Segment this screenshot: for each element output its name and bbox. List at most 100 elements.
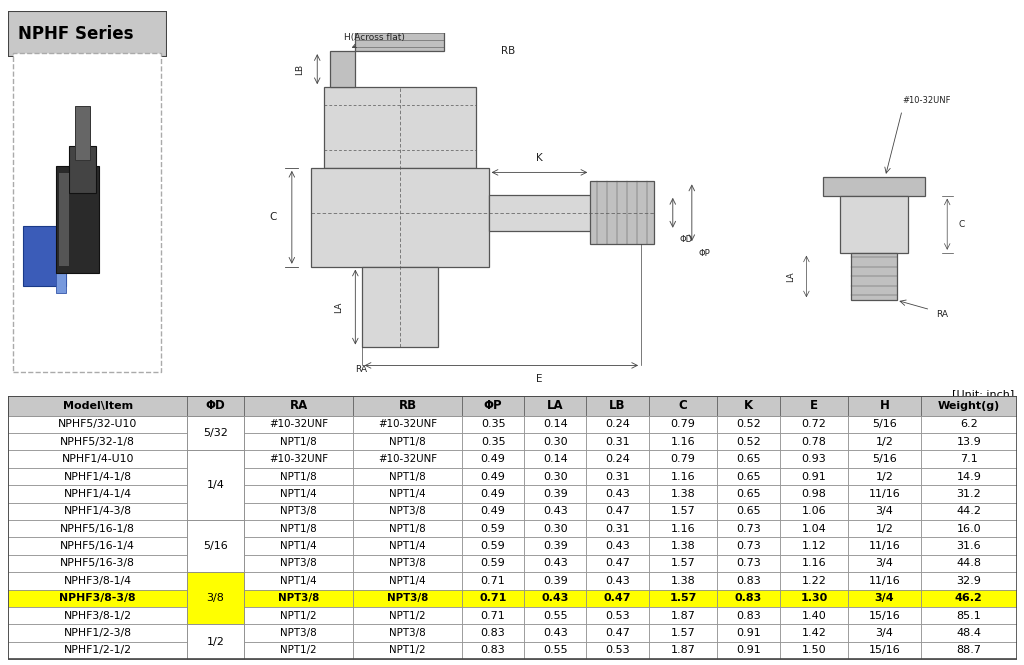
Bar (361, 267, 438, 347)
Text: 0.53: 0.53 (605, 645, 630, 656)
Bar (462, 590, 524, 607)
Text: 0.39: 0.39 (543, 576, 567, 586)
Bar (353, 485, 462, 503)
Bar (848, 537, 921, 555)
Bar (587, 590, 648, 607)
Bar (718, 537, 779, 555)
Bar (244, 607, 353, 624)
Text: 0.65: 0.65 (736, 489, 761, 499)
Text: C: C (269, 212, 276, 222)
Text: 6.2: 6.2 (959, 420, 978, 430)
Text: 0.30: 0.30 (543, 471, 567, 481)
Bar (779, 607, 848, 624)
Bar (311, 168, 488, 267)
Text: NPT3/8: NPT3/8 (389, 559, 426, 569)
Text: 32.9: 32.9 (956, 576, 981, 586)
Text: 0.49: 0.49 (480, 506, 506, 516)
Bar (462, 624, 524, 642)
Bar (779, 396, 848, 416)
Bar (524, 607, 587, 624)
Bar (848, 607, 921, 624)
Bar (244, 450, 353, 467)
Bar (848, 433, 921, 450)
Text: 0.24: 0.24 (605, 454, 630, 464)
Bar (56, 166, 99, 273)
Text: H(Across flat): H(Across flat) (344, 33, 404, 48)
Text: 11/16: 11/16 (868, 576, 900, 586)
Text: K: K (537, 154, 543, 164)
Text: 3/8: 3/8 (207, 593, 224, 603)
Bar (779, 450, 848, 467)
Bar (587, 467, 648, 485)
Text: NPT1/8: NPT1/8 (281, 437, 316, 447)
Text: 5/32: 5/32 (203, 428, 228, 438)
Text: 0.73: 0.73 (736, 559, 761, 569)
Bar (187, 396, 244, 416)
Text: NPHF3/8-1/2: NPHF3/8-1/2 (63, 610, 132, 620)
Text: NPHF5/16-1/4: NPHF5/16-1/4 (60, 541, 135, 551)
Text: NPT1/4: NPT1/4 (389, 541, 426, 551)
Bar (648, 450, 718, 467)
Bar (23, 226, 66, 286)
Bar (848, 450, 921, 467)
Text: E: E (537, 374, 543, 384)
Bar (587, 537, 648, 555)
Text: NPT1/8: NPT1/8 (389, 471, 426, 481)
Text: 0.49: 0.49 (480, 471, 506, 481)
Text: NPT1/2: NPT1/2 (389, 610, 426, 620)
Text: 16.0: 16.0 (956, 523, 981, 534)
Text: 0.71: 0.71 (480, 610, 506, 620)
Bar (587, 416, 648, 433)
Bar (648, 624, 718, 642)
Text: 0.49: 0.49 (480, 489, 506, 499)
Bar (718, 396, 779, 416)
Text: 0.78: 0.78 (802, 437, 826, 447)
Bar (587, 396, 648, 416)
Text: 0.98: 0.98 (802, 489, 826, 499)
Text: 0.14: 0.14 (543, 420, 567, 430)
Bar (8, 396, 187, 416)
Text: 1/4: 1/4 (207, 480, 224, 490)
Text: #10-32UNF: #10-32UNF (269, 454, 328, 464)
Text: NPT3/8: NPT3/8 (278, 593, 319, 603)
Text: K: K (743, 399, 753, 412)
Text: #10-32UNF: #10-32UNF (902, 96, 950, 105)
Bar (921, 450, 1017, 467)
Text: LA: LA (334, 301, 343, 313)
Bar (921, 572, 1017, 590)
Text: 1.30: 1.30 (801, 593, 827, 603)
Bar (524, 450, 587, 467)
Bar (921, 520, 1017, 537)
Bar (353, 537, 462, 555)
Text: 1.87: 1.87 (671, 645, 695, 656)
Bar (848, 467, 921, 485)
Bar (848, 590, 921, 607)
Bar (244, 416, 353, 433)
Bar (524, 642, 587, 659)
Text: 0.83: 0.83 (736, 610, 761, 620)
Bar (244, 485, 353, 503)
Bar (779, 555, 848, 572)
Text: C: C (679, 399, 687, 412)
Text: ΦD: ΦD (206, 399, 225, 412)
Bar (524, 520, 587, 537)
Text: 0.73: 0.73 (736, 523, 761, 534)
Bar (353, 520, 462, 537)
Text: RA: RA (936, 310, 948, 319)
Bar (648, 433, 718, 450)
Text: 0.52: 0.52 (736, 437, 761, 447)
Text: 0.31: 0.31 (605, 471, 630, 481)
Text: 0.65: 0.65 (736, 506, 761, 516)
Bar (8, 485, 187, 503)
Bar (779, 467, 848, 485)
Bar (921, 607, 1017, 624)
Text: NPHF1/2-1/2: NPHF1/2-1/2 (63, 645, 132, 656)
Bar (840, 196, 908, 253)
Bar (524, 433, 587, 450)
Bar (718, 416, 779, 433)
Text: 1/2: 1/2 (876, 523, 894, 534)
Text: 0.47: 0.47 (605, 559, 630, 569)
Bar (8, 642, 187, 659)
Bar (353, 624, 462, 642)
Text: 1.38: 1.38 (671, 489, 695, 499)
